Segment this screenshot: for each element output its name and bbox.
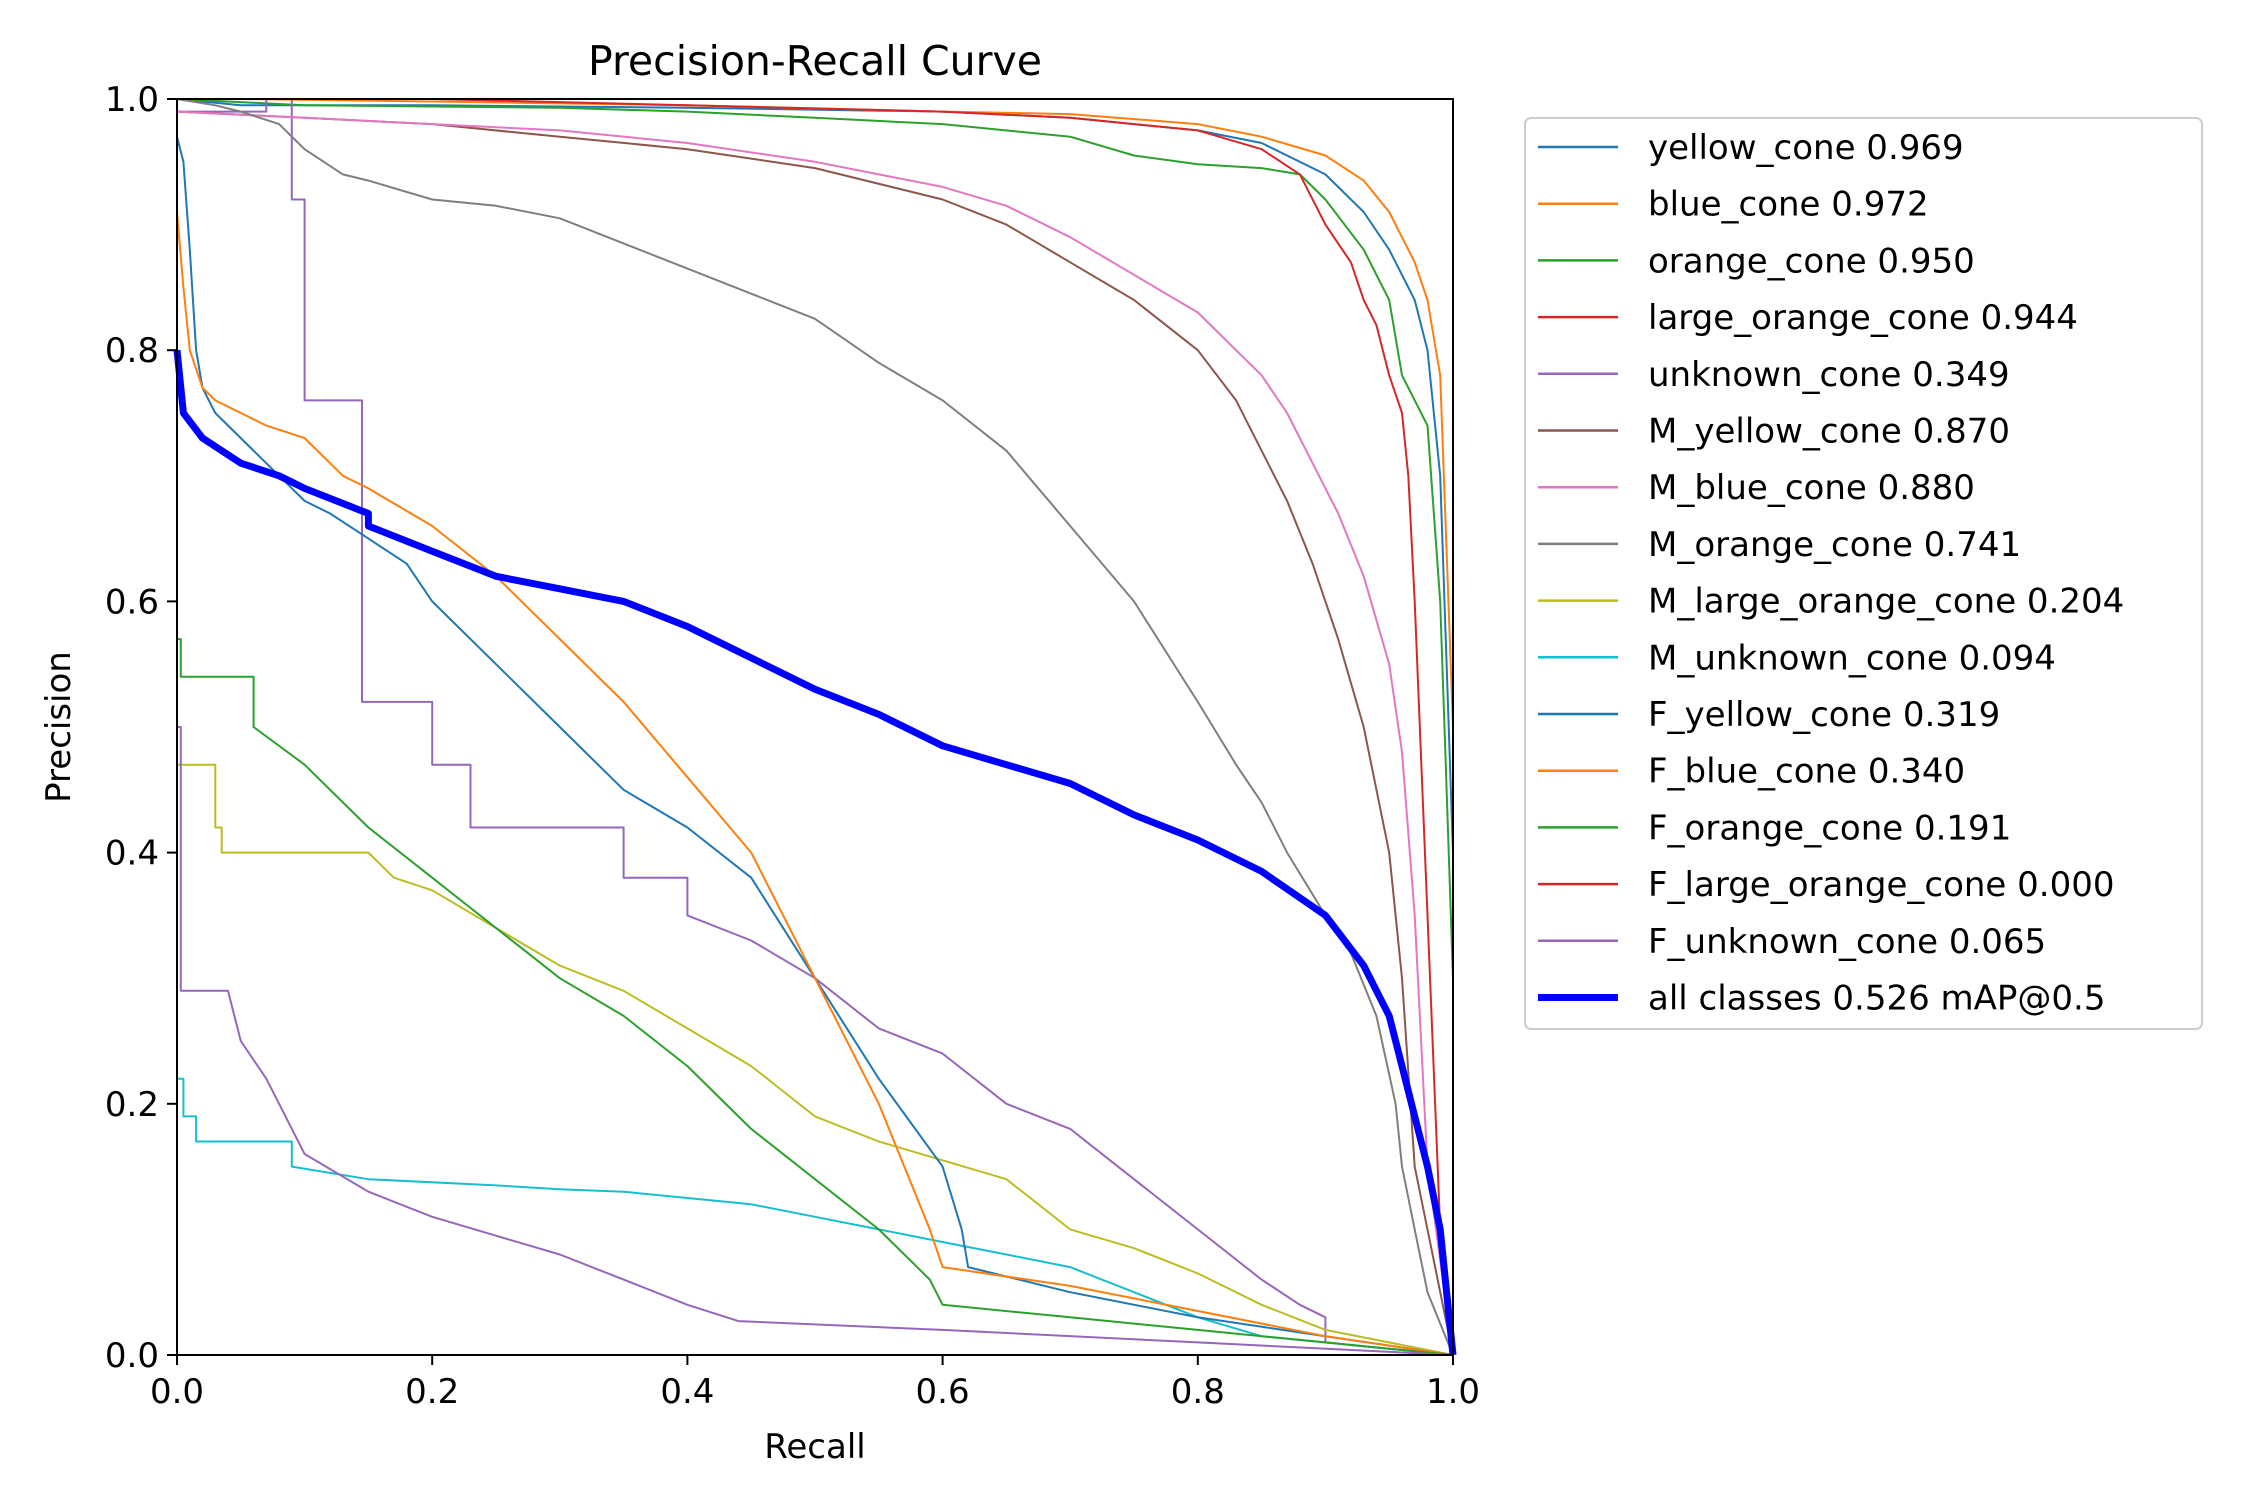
legend-label-13: F_large_orange_cone 0.000 [1648,865,2115,905]
x-tick-label: 0.8 [1171,1372,1225,1412]
legend-label-11: F_blue_cone 0.340 [1648,752,1965,792]
series-line-12 [177,638,1454,1356]
series-line-8 [177,763,1454,1356]
legend-label-7: M_orange_cone 0.741 [1648,525,2021,565]
legend-label-4: unknown_cone 0.349 [1648,355,2010,395]
x-axis-label: Recall [764,1427,865,1467]
y-tick-label: 0.0 [105,1336,159,1376]
y-tick-label: 0.4 [105,834,159,874]
chart-title: Precision-Recall Curve [588,37,1042,85]
legend-label-12: F_orange_cone 0.191 [1648,808,2011,848]
legend-label-10: F_yellow_cone 0.319 [1648,695,2000,735]
legend: yellow_cone 0.969 blue_cone 0.972 orange_c… [1524,117,2203,1030]
x-tick-label: 0.4 [660,1372,714,1412]
series-line-3 [177,98,1454,1356]
series-line-4 [176,98,1454,1356]
series-line-6 [176,110,1454,1356]
series-line-0 [176,98,1454,1355]
series-line-9 [177,1077,1454,1356]
legend-label-2: orange_cone 0.950 [1648,241,1975,281]
legend-label-6: M_blue_cone 0.880 [1648,468,1975,508]
x-axis-ticks: 0.0 0.2 0.4 0.6 0.8 1.0 [150,1355,1480,1412]
legend-label-9: M_unknown_cone 0.094 [1648,638,2056,678]
legend-box [1524,117,2203,1030]
series-line-15 [173,349,1457,1356]
series-line-5 [176,110,1454,1356]
legend-label-5: M_yellow_cone 0.870 [1648,412,2010,452]
series-line-7 [176,98,1454,1356]
series-line-1 [177,98,1454,1355]
y-axis-ticks: 0.0 0.2 0.4 0.6 0.8 1.0 [105,80,177,1376]
y-tick-label: 0.2 [105,1085,159,1125]
x-tick-label: 0.0 [150,1372,204,1412]
series-line-10 [176,136,1454,1356]
legend-label-0: yellow_cone 0.969 [1648,128,1964,168]
legend-label-8: M_large_orange_cone 0.204 [1648,582,2124,622]
x-tick-label: 0.6 [916,1372,970,1412]
legend-label-14: F_unknown_cone 0.065 [1648,922,2046,962]
plot-frame [176,98,1454,1356]
series-line-2 [176,98,1454,1355]
legend-label-15: all classes 0.526 mAP@0.5 [1648,979,2105,1019]
y-axis-label: Precision [39,651,79,803]
x-tick-label: 1.0 [1426,1372,1480,1412]
y-tick-label: 1.0 [105,80,159,120]
y-tick-label: 0.6 [105,582,159,622]
legend-label-1: blue_cone 0.972 [1648,185,1929,225]
series-line-11 [176,211,1454,1356]
series-line-14 [177,726,1454,1356]
legend-items: yellow_cone 0.969 blue_cone 0.972 orange_c… [1538,128,2124,1019]
x-tick-label: 0.2 [405,1372,459,1412]
plot-series-group [173,98,1457,1356]
legend-label-3: large_orange_cone 0.944 [1648,298,2078,338]
y-tick-label: 0.8 [105,331,159,371]
